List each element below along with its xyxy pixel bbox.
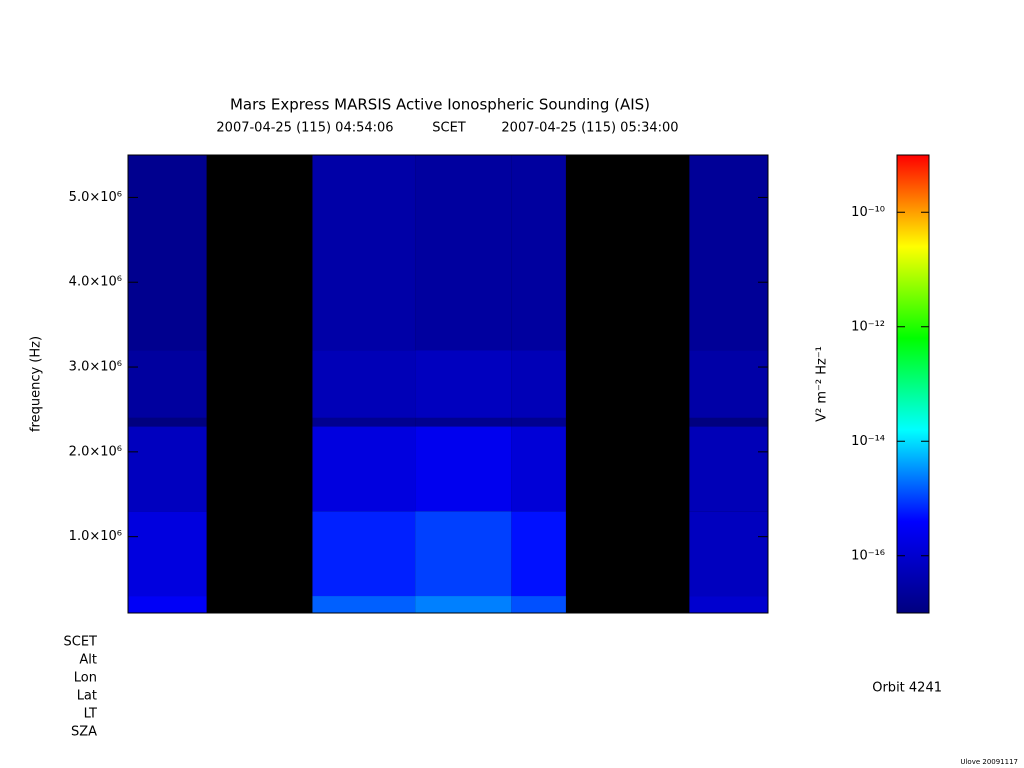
cell (128, 426, 207, 512)
credit: Ulove 20091117 (960, 758, 1018, 766)
ephemeris-label: SCET (64, 635, 98, 650)
y-tick-label: 4.0×10⁶ (69, 275, 122, 290)
cell (128, 511, 207, 597)
colorbar (896, 154, 930, 614)
cell (689, 350, 768, 418)
y-tick-label: 5.0×10⁶ (69, 190, 122, 205)
cell (128, 155, 207, 351)
cell (312, 155, 416, 351)
cell (415, 426, 512, 512)
cell (689, 596, 768, 613)
subtitle-start: 2007-04-25 (115) 04:54:06 (216, 121, 393, 136)
cell (415, 511, 512, 597)
cell (689, 511, 768, 597)
colorbar-tick-label: 10⁻¹⁴ (851, 434, 885, 449)
cell (415, 350, 512, 418)
cell (511, 511, 566, 597)
chart-title: Mars Express MARSIS Active Ionospheric S… (230, 96, 650, 114)
cell (312, 426, 416, 512)
y-tick-label: 1.0×10⁶ (69, 529, 122, 544)
y-axis-label: frequency (Hz) (29, 336, 44, 432)
cell (128, 350, 207, 418)
cell (128, 596, 207, 613)
cell (415, 155, 512, 351)
y-tick-label: 2.0×10⁶ (69, 444, 122, 459)
colorbar-tick-label: 10⁻¹⁰ (851, 205, 885, 220)
cell (511, 155, 566, 351)
subtitle-scale: SCET (432, 121, 466, 136)
ephemeris-label: Alt (79, 653, 97, 668)
ephemeris-label: Lon (74, 671, 97, 686)
cell (511, 350, 566, 418)
cell (312, 511, 416, 597)
subtitle-end: 2007-04-25 (115) 05:34:00 (501, 121, 678, 136)
cell (689, 417, 768, 427)
cell (312, 350, 416, 418)
cell (312, 417, 416, 427)
cell (415, 596, 512, 613)
cell (312, 596, 416, 613)
colorbar-label: V² m⁻² Hz⁻¹ (815, 346, 830, 422)
plot-frame (127, 154, 769, 614)
cell (511, 596, 566, 613)
colorbar-tick-label: 10⁻¹² (851, 319, 885, 334)
y-tick-label: 3.0×10⁶ (69, 360, 122, 375)
cell (415, 417, 512, 427)
cell (128, 417, 207, 427)
ephemeris-label: SZA (71, 725, 97, 740)
cell (689, 155, 768, 351)
ephemeris-label: Lat (77, 689, 97, 704)
cell (511, 426, 566, 512)
cell (689, 426, 768, 512)
orbit-label: Orbit 4241 (872, 681, 942, 696)
ephemeris-label: LT (84, 707, 97, 722)
cell (511, 417, 566, 427)
colorbar-tick-label: 10⁻¹⁶ (851, 548, 885, 563)
